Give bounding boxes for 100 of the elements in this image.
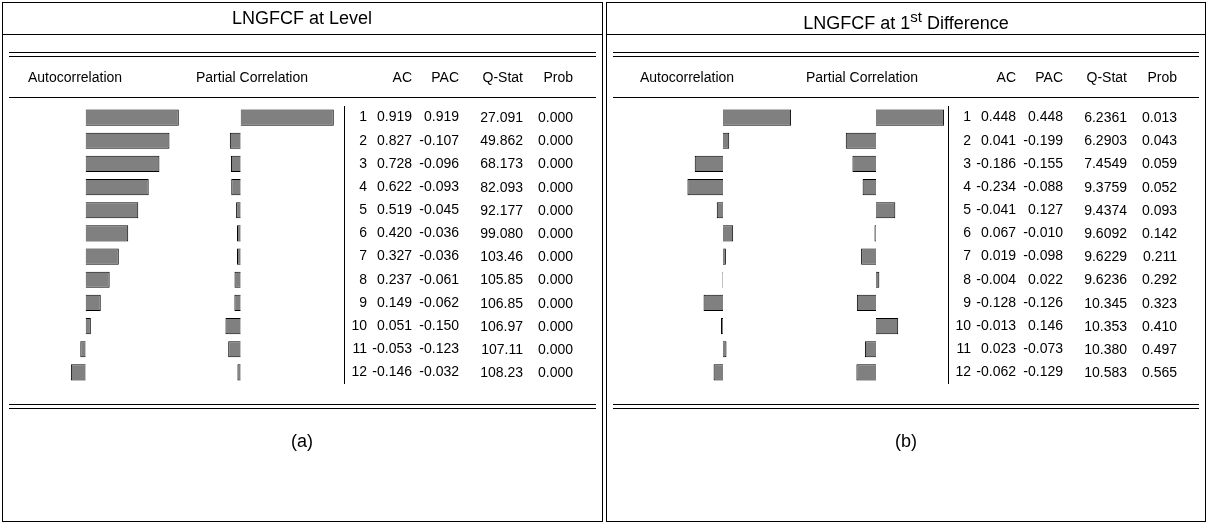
data-label: -0.093 — [419, 177, 460, 194]
data-label: -0.155 — [1023, 154, 1064, 171]
text: 0.093 — [1141, 201, 1177, 218]
text: 10.583 — [1084, 364, 1127, 381]
y-tick-label: 1 — [359, 108, 368, 125]
y-tick-label: 1 — [963, 108, 972, 125]
y-tick-label: 12 — [955, 363, 972, 380]
data-label: 0.237 — [376, 270, 413, 287]
y-tick-label: 9 — [359, 293, 368, 310]
text: 106.85 — [480, 294, 523, 311]
text: (a) — [290, 431, 314, 452]
text: 0.211 — [1143, 248, 1177, 265]
text: 0.000 — [537, 317, 573, 334]
text: 49.862 — [480, 132, 523, 149]
text: 10.380 — [1084, 341, 1127, 357]
data-label: -0.150 — [419, 316, 460, 333]
text: 27.091 — [480, 109, 523, 125]
text: Prob — [1147, 69, 1177, 85]
y-tick-label: 12 — [351, 363, 368, 380]
text: LNGFCF at 1$^{st}$ Difference — [802, 8, 1010, 34]
data-label: 0.022 — [1027, 270, 1064, 287]
text: 0.565 — [1141, 364, 1177, 381]
data-label: -0.123 — [419, 340, 460, 357]
text: 0.292 — [1141, 271, 1177, 288]
text: 105.85 — [480, 271, 523, 288]
text: 0.000 — [537, 201, 573, 218]
y-tick-label: 10 — [351, 316, 368, 333]
y-tick-label: 2 — [359, 131, 368, 148]
text: 0.000 — [537, 155, 573, 172]
y-tick-label: 6 — [963, 224, 972, 241]
data-label: -0.126 — [1023, 293, 1064, 310]
data-label: 0.919 — [423, 108, 460, 125]
text: 9.6092 — [1084, 225, 1127, 241]
text: 9.6229 — [1084, 248, 1127, 265]
text: 0.000 — [537, 178, 573, 195]
text: Prob — [543, 69, 573, 85]
data-label: -0.041 — [976, 201, 1017, 218]
text: 0.059 — [1141, 155, 1177, 172]
text: 10.345 — [1084, 294, 1127, 311]
text: 10.353 — [1084, 317, 1127, 334]
data-label: 0.041 — [980, 131, 1017, 148]
text: (b) — [894, 431, 918, 452]
data-label: -0.186 — [976, 154, 1017, 171]
text: 106.97 — [480, 317, 523, 334]
data-label: 0.149 — [376, 293, 413, 310]
data-label: 0.622 — [376, 177, 413, 194]
data-label: -0.146 — [372, 363, 413, 380]
y-tick-label: 4 — [359, 177, 368, 194]
data-label: -0.096 — [419, 154, 460, 171]
text: PAC — [431, 69, 459, 85]
text: 0.497 — [1141, 341, 1177, 357]
data-label: 0.127 — [1027, 201, 1064, 218]
y-tick-label: 6 — [359, 224, 368, 241]
text: 99.080 — [480, 225, 523, 241]
data-label: -0.199 — [1023, 131, 1064, 148]
text: AC — [392, 69, 412, 85]
data-label: -0.013 — [976, 316, 1017, 333]
data-label: -0.061 — [419, 270, 460, 287]
text: Q-Stat — [482, 69, 523, 85]
text: 0.000 — [537, 248, 573, 265]
text: 103.46 — [480, 248, 523, 265]
y-tick-label: 5 — [359, 201, 368, 218]
data-label: -0.128 — [976, 293, 1017, 310]
text: 6.2903 — [1084, 132, 1127, 149]
text: Q-Stat — [1086, 69, 1127, 85]
data-label: -0.045 — [419, 201, 460, 218]
text: 0.323 — [1141, 294, 1177, 311]
text: 0.052 — [1141, 178, 1177, 195]
data-label: 0.019 — [980, 247, 1017, 264]
y-tick-label: 3 — [963, 154, 972, 171]
data-label: -0.062 — [419, 293, 460, 310]
data-label: -0.107 — [419, 131, 460, 148]
text: 68.173 — [480, 155, 523, 172]
text: 92.177 — [480, 201, 523, 218]
chart-title: Partial Correlation — [804, 69, 920, 85]
text: 7.4549 — [1084, 155, 1127, 172]
y-tick-label: 2 — [963, 131, 972, 148]
y-tick-label: 7 — [963, 247, 972, 264]
y-tick-label: 9 — [963, 293, 972, 310]
text: 0.410 — [1141, 317, 1177, 334]
text: PAC — [1035, 69, 1063, 85]
text: 0.142 — [1141, 225, 1177, 241]
data-label: -0.073 — [1023, 340, 1064, 357]
data-label: -0.062 — [976, 363, 1017, 380]
y-tick-label: 11 — [352, 340, 368, 357]
data-label: -0.088 — [1023, 177, 1064, 194]
data-label: 0.051 — [376, 316, 413, 333]
data-label: -0.032 — [419, 363, 460, 380]
data-label: 0.448 — [980, 108, 1017, 125]
data-label: 0.519 — [376, 201, 413, 218]
text: 0.000 — [537, 341, 573, 357]
text: LNGFCF at Level — [230, 8, 373, 29]
data-label: 0.146 — [1027, 316, 1064, 333]
text: 0.000 — [537, 364, 573, 381]
text: AC — [996, 69, 1016, 85]
text: 0.000 — [537, 225, 573, 241]
data-label: -0.129 — [1023, 363, 1064, 380]
data-label: 0.327 — [376, 247, 413, 264]
y-tick-label: 7 — [359, 247, 368, 264]
text: 0.000 — [537, 271, 573, 288]
